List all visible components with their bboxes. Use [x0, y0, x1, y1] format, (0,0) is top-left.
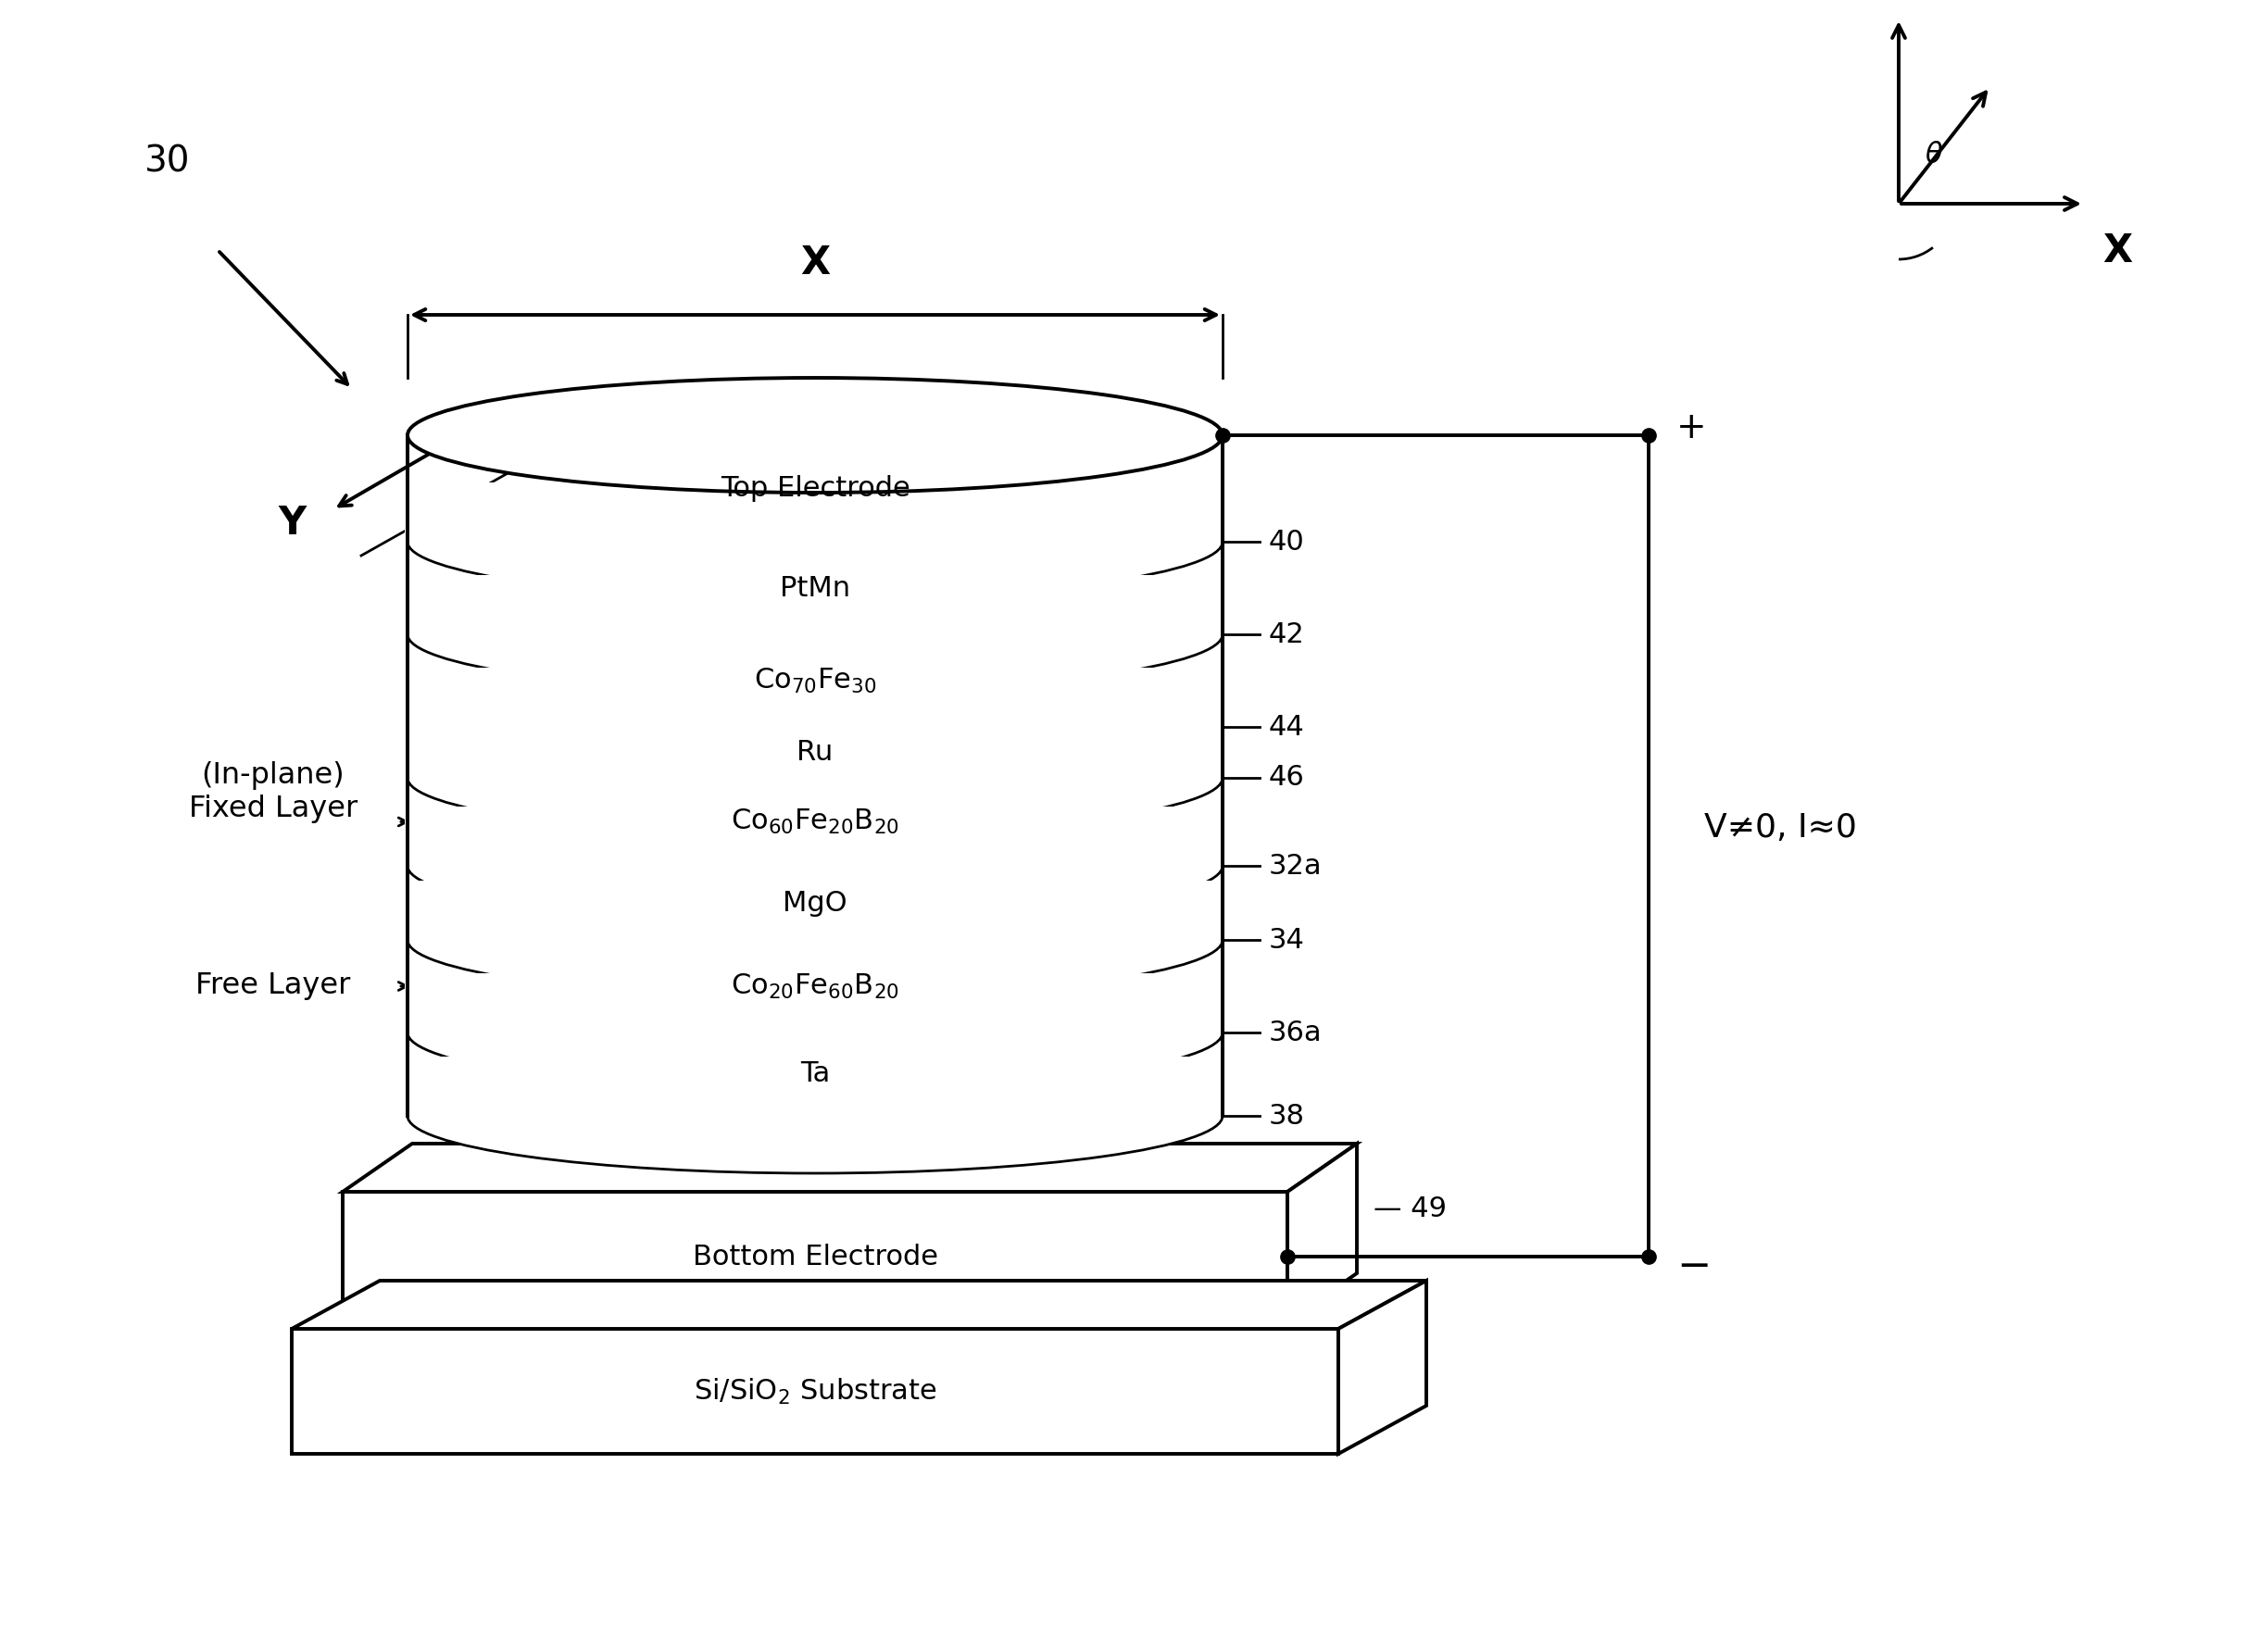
Text: V≠0, I≈0: V≠0, I≈0: [1705, 811, 1857, 843]
Text: 46: 46: [1269, 765, 1305, 791]
Ellipse shape: [407, 808, 1222, 923]
Bar: [404, 1057, 1226, 1115]
Text: Co$_{60}$Fe$_{20}$B$_{20}$: Co$_{60}$Fe$_{20}$B$_{20}$: [730, 808, 898, 836]
Ellipse shape: [407, 484, 1222, 600]
Text: 30: 30: [144, 144, 189, 180]
Text: 42: 42: [1269, 621, 1305, 648]
Text: 36a: 36a: [1269, 1019, 1323, 1046]
Bar: [404, 482, 1226, 542]
Text: MgO: MgO: [784, 889, 847, 917]
Text: −: −: [1676, 1246, 1711, 1285]
Text: 44: 44: [1269, 714, 1305, 740]
Ellipse shape: [407, 378, 1222, 492]
Polygon shape: [292, 1280, 1426, 1328]
Polygon shape: [344, 1143, 1357, 1191]
Bar: [404, 973, 1226, 1032]
Text: Y: Y: [279, 504, 305, 542]
Text: 38: 38: [1269, 1102, 1305, 1130]
Bar: [292, 1328, 1339, 1454]
Ellipse shape: [407, 882, 1222, 998]
Text: 32a: 32a: [1269, 852, 1323, 879]
Text: Top Electrode: Top Electrode: [721, 476, 910, 502]
Text: Co$_{70}$Fe$_{30}$: Co$_{70}$Fe$_{30}$: [755, 666, 876, 695]
Text: Co$_{20}$Fe$_{60}$B$_{20}$: Co$_{20}$Fe$_{60}$B$_{20}$: [730, 971, 898, 1001]
Bar: [404, 667, 1226, 727]
Text: 34: 34: [1269, 927, 1305, 953]
Text: Si/SiO$_2$ Substrate: Si/SiO$_2$ Substrate: [694, 1376, 937, 1406]
Text: Free Layer: Free Layer: [195, 971, 350, 1001]
Polygon shape: [1287, 1143, 1357, 1322]
Bar: [407, 434, 1222, 1115]
Bar: [404, 575, 1226, 634]
Text: X: X: [800, 243, 831, 282]
Text: Bottom Electrode: Bottom Electrode: [692, 1244, 939, 1270]
Text: Ru: Ru: [797, 738, 833, 767]
Text: Ta: Ta: [800, 1061, 831, 1087]
Ellipse shape: [407, 720, 1222, 836]
Ellipse shape: [407, 669, 1222, 785]
Bar: [404, 881, 1226, 940]
Bar: [404, 719, 1226, 778]
Text: PtMn: PtMn: [779, 575, 851, 601]
Text: 40: 40: [1269, 529, 1305, 555]
Bar: [344, 1191, 1287, 1322]
Ellipse shape: [407, 1059, 1222, 1173]
Ellipse shape: [407, 975, 1222, 1090]
Text: (In-plane)
Fixed Layer: (In-plane) Fixed Layer: [189, 762, 357, 823]
Text: X: X: [2102, 231, 2131, 271]
Text: +: +: [1676, 410, 1707, 446]
Text: θ: θ: [1925, 142, 1943, 169]
Ellipse shape: [407, 577, 1222, 692]
Text: — 49: — 49: [1375, 1194, 1446, 1222]
Bar: [404, 806, 1226, 866]
Polygon shape: [1339, 1280, 1426, 1454]
